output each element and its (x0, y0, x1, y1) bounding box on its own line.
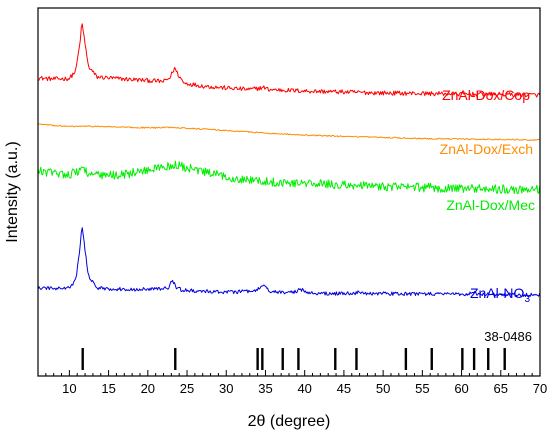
x-tick-label: 20 (141, 381, 155, 396)
x-tick-label: 55 (415, 381, 429, 396)
series-layer (37, 23, 541, 298)
reference-label: 38-0486 (484, 329, 532, 344)
x-tick-label: 10 (62, 381, 76, 396)
series-label-2: ZnAl-Dox/Exch (440, 141, 533, 157)
x-tick-label: 35 (258, 381, 272, 396)
x-tick-label: 30 (219, 381, 233, 396)
x-axis: 10 15 20 25 30 35 40 45 50 55 60 65 70 (37, 370, 547, 396)
series-line-4 (37, 227, 541, 298)
y-axis-title: Intensity (a.u.) (4, 141, 21, 242)
series-line-3 (37, 160, 541, 195)
x-tick-label: 60 (454, 381, 468, 396)
series-label-4: ZnAl-NO3 (470, 285, 530, 305)
x-axis-title: 2θ (degree) (248, 413, 331, 430)
x-tick-label: 40 (297, 381, 311, 396)
x-tick-label: 50 (376, 381, 390, 396)
x-tick-label: 70 (533, 381, 547, 396)
x-tick-label: 15 (101, 381, 115, 396)
x-tick-label: 45 (337, 381, 351, 396)
reference-pattern: 38-0486 (81, 329, 532, 370)
plot-frame (37, 7, 541, 377)
x-tick-label: 65 (494, 381, 508, 396)
series-label-3: ZnAl-Dox/Mec (446, 197, 535, 213)
series-line-1 (37, 23, 541, 98)
series-line-2 (37, 123, 540, 141)
series-labels: ZnAl-Dox/Cop ZnAl-Dox/Exch ZnAl-Dox/Mec ZnA… (440, 87, 535, 305)
x-tick-label: 25 (180, 381, 194, 396)
series-label-1: ZnAl-Dox/Cop (442, 87, 530, 103)
